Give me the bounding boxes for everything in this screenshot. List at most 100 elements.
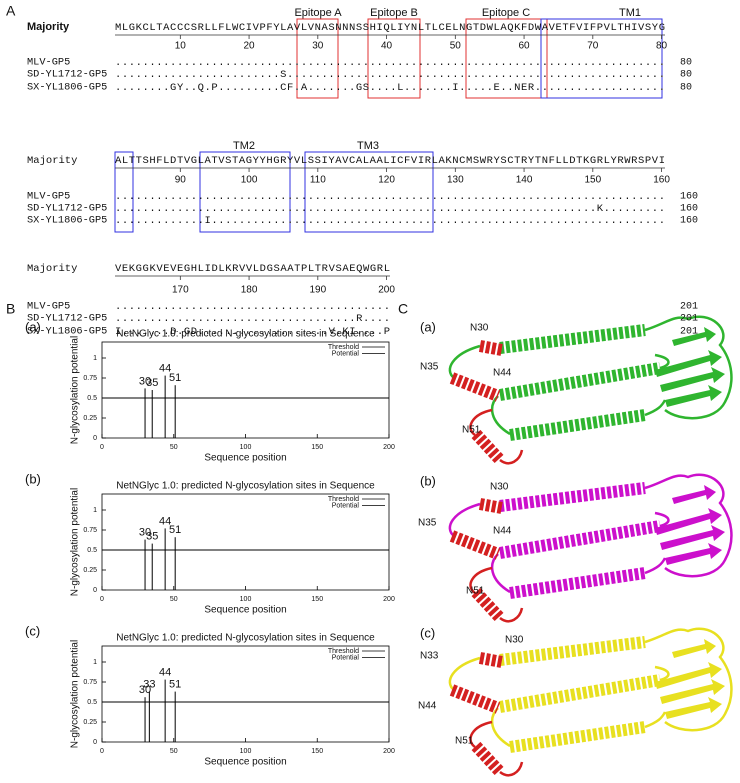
site-name: N30 [505,635,524,646]
x-tick-label: 200 [383,748,395,755]
x-axis-label: Sequence position [204,453,286,464]
site-name: N44 [493,368,512,379]
tm-box [199,151,291,233]
row-name: SX-YL1806-GP5 [27,215,107,227]
site-label: 35 [146,377,158,389]
ruler-label: 120 [378,175,395,186]
ruler-label: 130 [447,175,464,186]
structure-label: (a) [420,319,436,334]
site-label: 44 [159,667,171,679]
x-tick-label: 100 [240,444,252,451]
site-label: 30 [139,375,151,387]
x-tick-label: 150 [311,444,323,451]
site-label: 33 [143,679,155,691]
y-tick-label: 0.25 [83,719,97,726]
site-label: 35 [146,531,158,543]
y-tick-label: 0.75 [83,375,97,382]
consensus-name: Majority [27,21,70,33]
y-tick-label: 0.75 [83,679,97,686]
row-end: 201 [680,314,698,325]
ruler-label: 200 [378,285,395,296]
ruler-label: 40 [381,41,393,52]
site-label: 51 [169,524,181,536]
row-seq: ........................................… [115,203,665,215]
row-name: SD-YL1712-GP5 [27,203,107,215]
row-seq: ........................................… [115,191,665,203]
site-name: N33 [420,651,439,662]
structure-a [450,317,732,464]
row-end: 160 [680,192,698,203]
ruler-label: 80 [656,41,668,52]
ruler-label: 90 [175,175,187,186]
x-tick-label: 200 [383,444,395,451]
consensus-name: Majority [27,263,77,275]
y-axis-label: N-glycosylation potential [70,640,81,748]
region-label: Epitope C [482,7,530,19]
ruler-label: 150 [584,175,601,186]
x-tick-label: 100 [240,596,252,603]
row-seq: ........................................… [115,57,665,69]
chart-title: NetNGlyc 1.0: predicted N-glycosylation … [116,481,375,492]
row-name: SD-YL1712-GP5 [27,69,107,81]
legend-label: Potential [332,654,360,661]
legend-label: Threshold [328,344,359,351]
x-tick-label: 0 [100,444,104,451]
row-seq: I.......D.GD...................V.KI....P [115,326,390,338]
row-name: MLV-GP5 [27,191,70,203]
row-end: 201 [680,327,698,338]
epitope-box [465,18,548,99]
site-label: 44 [159,363,171,375]
consensus-seq: VEKGGKVEVEGHLIDLKRVVLDGSAATPLTRVSAEQWGRL [115,263,390,275]
structure-label: (c) [420,625,435,640]
row-name: SX-YL1806-GP5 [27,82,107,94]
row-end: 201 [680,302,698,313]
row-seq: ........GY..Q.P.........CF.A.......GS...… [115,82,665,94]
ruler-label: 140 [516,175,533,186]
epitope-box [367,18,421,99]
chart-panel-label: (b) [25,471,41,486]
chart-title: NetNGlyc 1.0: predicted N-glycosylation … [116,329,375,340]
ruler-label: 60 [519,41,531,52]
x-axis-label: Sequence position [204,757,286,768]
chart-panel-label: (c) [25,623,40,638]
y-axis-label: N-glycosylation potential [70,488,81,596]
row-name: MLV-GP5 [27,57,70,69]
row-name: MLV-GP5 [27,301,70,313]
ruler-label: 10 [175,41,187,52]
ruler-label: 110 [310,175,326,186]
site-label: 44 [159,515,171,527]
legend-label: Threshold [328,496,359,503]
legend-label: Potential [332,350,360,357]
row-seq: ........................................ [115,301,390,313]
x-tick-label: 50 [170,748,178,755]
row-end: 160 [680,216,698,227]
ruler-label: 20 [244,41,256,52]
consensus-seq: MLGKCLTACCCSRLLFLWCIVPFYLAVLVNASNNNSSHIQ… [115,22,665,34]
row-seq: ........................S...............… [115,69,665,81]
ruler-label: 170 [172,285,189,296]
region-label: TM1 [619,7,641,19]
x-tick-label: 200 [383,596,395,603]
region-label: Epitope B [370,7,418,19]
region-label: TM2 [233,140,255,152]
site-name: N44 [493,526,512,537]
y-tick-label: 1 [93,355,97,362]
tm-box [540,18,663,99]
chart-title: NetNGlyc 1.0: predicted N-glycosylation … [116,633,375,644]
panel-label: C [398,301,408,317]
y-tick-label: 0 [93,587,97,594]
ruler-label: 100 [241,175,258,186]
structure-c [450,629,732,776]
ruler-label: 30 [312,41,324,52]
row-end: 80 [680,83,692,94]
legend-label: Threshold [328,648,359,655]
consensus-name: Majority [27,155,77,167]
y-tick-label: 1 [93,659,97,666]
panel-label: B [6,301,15,317]
row-name: SD-YL1712-GP5 [27,313,107,325]
legend-label: Potential [332,502,360,509]
site-name: N44 [418,701,437,712]
ruler-label: 190 [309,285,326,296]
x-tick-label: 0 [100,748,104,755]
